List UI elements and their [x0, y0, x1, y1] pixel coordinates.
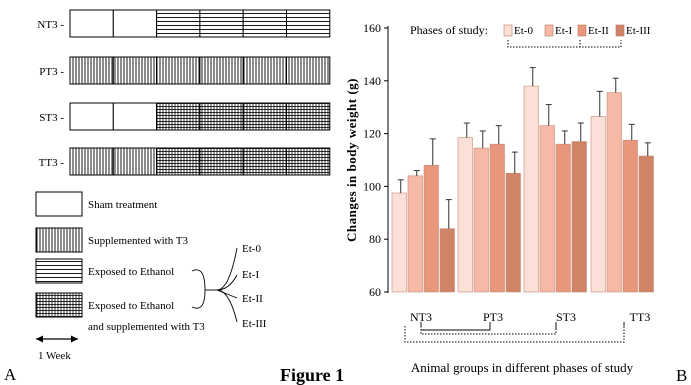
protocol-week-segment — [112, 147, 158, 176]
y-tick-label: 140 — [363, 74, 381, 88]
category-label: ST3 — [556, 310, 576, 324]
legend-connectors — [507, 40, 622, 48]
legend-label: Exposed to Ethanol — [88, 266, 174, 278]
legend-swatch — [544, 24, 554, 37]
figure-label: Figure 1 — [280, 365, 344, 385]
category-solid-connectors — [420, 322, 625, 331]
protocol-row-label: ST3 - — [39, 112, 64, 124]
bar — [439, 228, 455, 293]
phase-label-et3: Et-III — [242, 318, 267, 330]
protocol-week-segment — [112, 9, 158, 38]
protocol-week-segment — [156, 102, 201, 131]
bar — [423, 164, 439, 293]
protocol-week-segment — [112, 56, 158, 85]
category-label: PT3 — [483, 310, 503, 324]
legend-swatch — [35, 227, 83, 253]
protocol-week-segment — [286, 147, 331, 176]
legend-swatch — [615, 24, 625, 37]
protocol-week-segment — [286, 9, 331, 38]
protocol-row-label: TT3 - — [39, 157, 65, 169]
legend-swatch — [577, 24, 587, 37]
legend-label-continued: and supplemented with T3 — [88, 321, 205, 333]
phase-label-et1: Et-I — [242, 269, 259, 281]
protocol-week-segment — [242, 9, 287, 38]
bar — [622, 139, 638, 293]
panel-a-label: A — [4, 365, 17, 384]
protocol-week-segment — [199, 56, 244, 85]
protocol-week-segment — [286, 56, 331, 85]
phase-label-et2: Et-II — [242, 293, 263, 305]
bar — [638, 155, 654, 293]
protocol-week-segment — [156, 56, 201, 85]
category-connectors — [404, 326, 625, 343]
protocol-week-segment — [69, 147, 114, 176]
protocol-week-segment — [69, 56, 114, 85]
week-label: 1 Week — [38, 350, 71, 362]
legend-label: Sham treatment — [88, 199, 157, 211]
week-scale: 1 Week — [36, 335, 78, 362]
y-tick-label: 80 — [369, 232, 381, 246]
legend-swatch — [35, 258, 83, 284]
category-label: NT3 — [410, 310, 432, 324]
legend-title: Phases of study: — [410, 23, 488, 37]
panel-b-label: B — [676, 366, 687, 385]
y-tick-label: 120 — [363, 127, 381, 141]
y-axis-title: Changes in body weight (g) — [344, 78, 359, 242]
legend-series-label: Et-0 — [514, 25, 533, 37]
protocol-week-segment — [112, 102, 158, 131]
bar — [407, 175, 423, 293]
legend-swatch — [35, 292, 83, 318]
x-axis-title: Animal groups in different phases of stu… — [411, 360, 634, 375]
bar — [473, 147, 489, 293]
y-tick-label: 60 — [369, 285, 381, 299]
protocol-rows: NT3 - PT3 - ST3 - TT3 - — [37, 9, 331, 176]
legend-label: Exposed to Ethanol — [88, 300, 174, 312]
bar — [489, 143, 505, 293]
protocol-week-segment — [242, 102, 287, 131]
phase-bracket — [191, 247, 238, 323]
bar — [590, 116, 606, 293]
protocol-week-segment — [156, 147, 201, 176]
protocol-row-label: NT3 - — [37, 19, 64, 31]
bar — [539, 125, 555, 293]
bar — [571, 141, 587, 293]
protocol-week-segment — [156, 9, 201, 38]
protocol-week-segment — [199, 102, 244, 131]
chart-legend: Phases of study: Et-0 Et-I Et-II Et-III — [410, 23, 651, 37]
y-ticks: 60 80 100 120 140 160 — [363, 21, 388, 299]
legend-swatch — [503, 24, 513, 37]
bar — [391, 192, 407, 293]
category-labels: NT3 PT3 ST3 TT3 — [410, 310, 650, 324]
phase-label-et0: Et-0 — [242, 243, 261, 255]
legend-series-label: Et-I — [555, 25, 572, 37]
protocol-week-segment — [69, 102, 114, 131]
protocol-week-segment — [286, 102, 331, 131]
y-tick-label: 100 — [363, 179, 381, 193]
protocol-week-segment — [199, 147, 244, 176]
legend-series-label: Et-III — [626, 25, 651, 37]
category-label: TT3 — [630, 310, 651, 324]
y-tick-label: 160 — [363, 21, 381, 35]
panel-a-protocol: NT3 - PT3 - ST3 - TT3 - Sham treatment Suppl… — [4, 9, 331, 384]
protocol-week-segment — [199, 9, 244, 38]
bar — [523, 85, 539, 293]
legend-swatch — [35, 191, 83, 217]
bar — [555, 143, 571, 293]
bar-series — [391, 67, 654, 293]
panel-b-chart: 60 80 100 120 140 160 Changes in body weight … — [344, 21, 687, 385]
bar — [457, 137, 473, 293]
bar — [606, 92, 622, 293]
protocol-week-segment — [69, 9, 114, 38]
protocol-week-segment — [242, 147, 287, 176]
protocol-week-segment — [242, 56, 287, 85]
pattern-legend: Sham treatment Supplemented with T3 Expose… — [35, 191, 205, 333]
legend-label: Supplemented with T3 — [88, 235, 189, 247]
legend-series-label: Et-II — [588, 25, 609, 37]
bar — [505, 172, 521, 293]
protocol-row-label: PT3 - — [39, 66, 64, 78]
